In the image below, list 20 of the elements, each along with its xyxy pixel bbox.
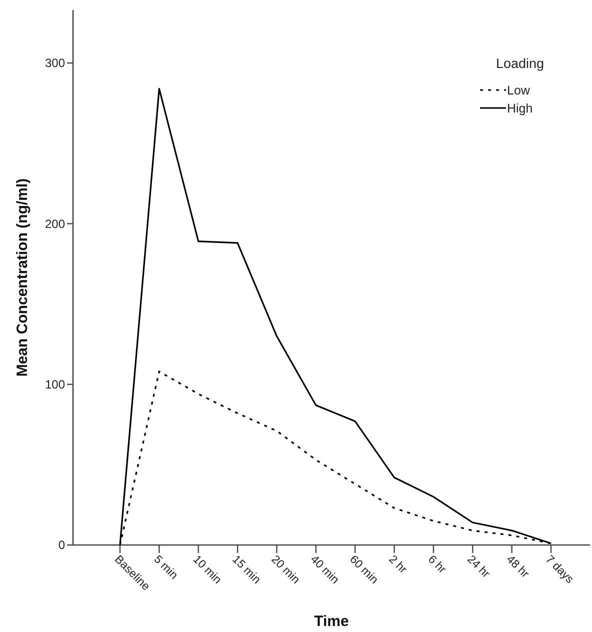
legend-label: High bbox=[507, 101, 533, 116]
y-tick-label: 200 bbox=[44, 216, 66, 231]
x-tick-label: 48 hr bbox=[504, 553, 531, 581]
y-tick-label: 100 bbox=[44, 378, 66, 392]
x-tick-label: 15 min bbox=[230, 553, 262, 586]
x-tick-label: 10 min bbox=[190, 553, 224, 586]
x-tick-label: 7 days bbox=[543, 553, 576, 586]
x-tick-label: 40 min bbox=[308, 553, 341, 586]
legend-title: Loading bbox=[496, 56, 544, 71]
x-tick-label: 60 min bbox=[347, 553, 380, 586]
x-axis-title: Time bbox=[314, 613, 349, 630]
x-tick-label: 6 hr bbox=[425, 553, 448, 576]
legend-label: Low bbox=[507, 83, 531, 98]
x-tick-label: 2 hr bbox=[386, 553, 409, 576]
y-axis-title: Mean Concentration (ng/ml) bbox=[14, 178, 31, 377]
x-tick-label: 24 hr bbox=[464, 553, 492, 581]
y-tick-label: 0 bbox=[58, 538, 66, 552]
x-tick-label: 20 min bbox=[268, 553, 302, 586]
x-tick-label: 5 min bbox=[151, 553, 180, 582]
y-tick-label: 300 bbox=[44, 56, 66, 70]
